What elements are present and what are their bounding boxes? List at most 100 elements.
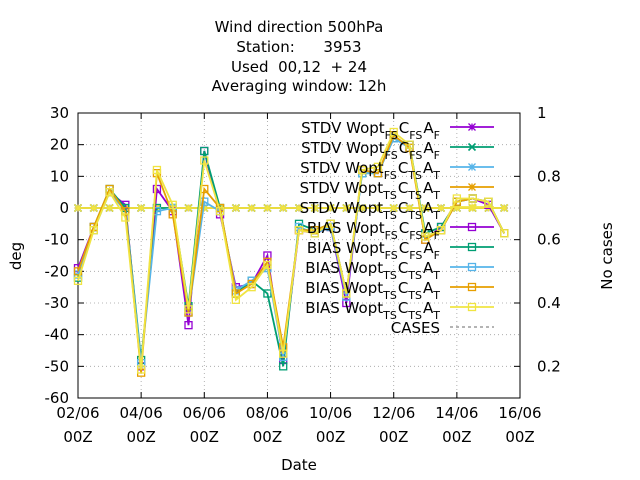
x-tick-label-hour: 00Z: [126, 428, 155, 446]
point: [247, 283, 256, 292]
legend-entry-3: STDV WoptTSCTSAT: [300, 179, 494, 202]
x-tick-label-date: 16/06: [498, 404, 541, 422]
point: [215, 207, 225, 216]
point: [263, 251, 272, 260]
series-line: [77, 137, 506, 367]
point-stroke: [468, 183, 476, 191]
legend-label-subscript: FS: [385, 149, 398, 162]
legend-label-letter: A: [423, 159, 434, 177]
point: [152, 184, 162, 194]
point: [263, 204, 272, 212]
legend-label-letter: C: [398, 179, 408, 197]
x-tick-label-hour: 00Z: [442, 428, 471, 446]
legend-label-letter: C: [398, 199, 408, 217]
legend-label-subscript: T: [432, 189, 440, 202]
legend-entry-10: CASES: [391, 319, 494, 337]
legend-label: BIAS WoptFSCFSAF: [307, 219, 440, 242]
point: [136, 365, 146, 374]
title-line-2: Station: 3953: [236, 38, 361, 56]
legend-label-subscript: T: [432, 309, 440, 322]
y2-tick-label: 0.8: [537, 167, 561, 185]
point: [468, 163, 476, 171]
legend-entry-7: BIAS WoptTSCTSAT: [305, 259, 494, 282]
x-tick-label-date: 10/06: [309, 404, 352, 422]
point: [295, 204, 303, 212]
legend-label-text: BIAS Wopt: [305, 259, 383, 277]
y2-tick-label: 0.4: [537, 294, 561, 312]
y-tick-label: -10: [45, 231, 70, 249]
x-tick-label-date: 04/06: [120, 404, 163, 422]
point: [121, 213, 130, 222]
legend-label: STDV WoptFSCFSAF: [301, 139, 440, 162]
point: [200, 146, 209, 156]
legend-label: CASES: [391, 319, 440, 337]
point-stroke: [137, 204, 146, 212]
point: [200, 156, 209, 165]
legend-label-text: STDV Wopt: [300, 179, 384, 197]
legend-label-subscript: FS: [409, 149, 422, 162]
series-line: [77, 133, 506, 373]
point-stroke: [452, 204, 461, 212]
x-tick-label-date: 12/06: [372, 404, 415, 422]
legend-label-letter: C: [399, 139, 409, 157]
series-line: [77, 137, 505, 367]
point: [105, 188, 114, 197]
legend-entry-9: BIAS WoptTSCTSAT: [305, 299, 494, 322]
legend-label-subscript: TS: [382, 289, 397, 302]
y-tick-label: -40: [45, 326, 70, 344]
point-stroke: [279, 204, 288, 212]
y-tick-label: -20: [45, 262, 70, 280]
point: [405, 140, 414, 149]
legend-label-subscript: F: [434, 129, 440, 142]
legend-label: STDV WoptTSCTSAT: [300, 199, 441, 222]
legend-label-text: BIAS Wopt: [307, 219, 385, 237]
legend-label-subscript: TS: [382, 309, 397, 322]
legend-label-text: BIAS Wopt: [305, 279, 383, 297]
x-tick-label-date: 14/06: [435, 404, 478, 422]
point: [137, 204, 146, 212]
legend-label: STDV WoptFSCTSAT: [300, 159, 440, 182]
point: [500, 204, 509, 212]
point: [74, 204, 82, 212]
point-stroke: [184, 204, 193, 212]
point: [484, 197, 493, 206]
legend-entry-4: STDV WoptTSCTSAT: [300, 199, 494, 222]
legend-label-subscript: TS: [407, 309, 422, 322]
legend-label-letter: C: [399, 239, 409, 257]
legend-label-letter: C: [398, 279, 408, 297]
point-stroke: [263, 204, 272, 212]
legend-entry-2: STDV WoptFSCTSAT: [300, 159, 494, 182]
point-stroke: [468, 163, 476, 171]
legend-label-letter: C: [398, 159, 408, 177]
legend-label-letter: A: [423, 239, 434, 257]
point: [310, 204, 319, 212]
point: [467, 282, 477, 292]
legend-entry-5: BIAS WoptFSCFSAF: [307, 219, 494, 242]
series-4: [74, 204, 509, 212]
legend-label-subscript: FS: [384, 169, 397, 182]
point: [342, 298, 351, 308]
legend-label: BIAS WoptTSCTSAT: [305, 299, 440, 322]
point-stroke: [500, 204, 509, 212]
legend-label-subscript: T: [432, 209, 440, 222]
point-stroke: [326, 204, 335, 212]
x-axis-label: Date: [281, 456, 317, 474]
point: [500, 229, 509, 238]
point: [279, 349, 288, 358]
point: [373, 162, 383, 171]
point: [421, 204, 430, 212]
point: [467, 262, 477, 272]
point: [105, 204, 114, 212]
x-tick-label-date: 08/06: [246, 404, 289, 422]
x-tick-label-hour: 00Z: [316, 428, 345, 446]
legend-label-subscript: TS: [407, 209, 422, 222]
title-line-4: Averaging window: 12h: [212, 77, 387, 95]
legend-label-text: STDV Wopt: [300, 159, 384, 177]
legend-label-text: STDV Wopt: [301, 119, 385, 137]
legend-label-letter: A: [423, 219, 434, 237]
x-tick-label-hour: 00Z: [505, 428, 534, 446]
legend-label-subscript: F: [434, 149, 440, 162]
series-9: [73, 127, 509, 374]
series-line: [77, 130, 506, 370]
